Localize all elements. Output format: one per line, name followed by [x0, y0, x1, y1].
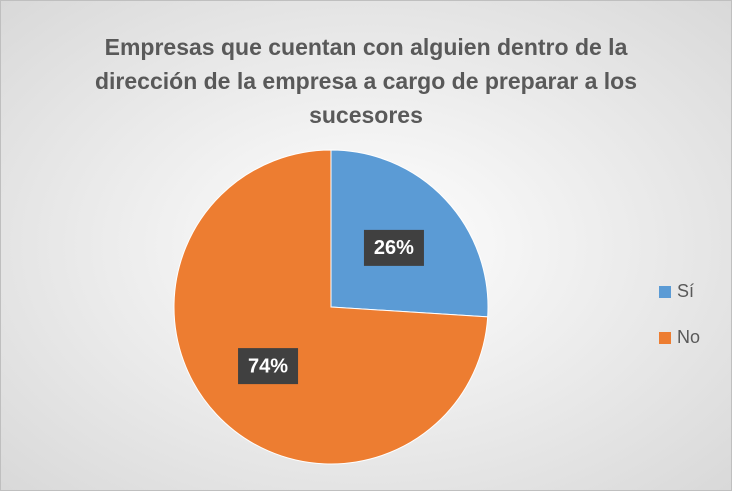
pie-slice	[173, 149, 489, 465]
chart-title: Empresas que cuentan con alguien dentro …	[94, 34, 638, 128]
data-label: 26%	[374, 237, 414, 259]
data-label-box	[363, 229, 424, 266]
data-label: 74%	[248, 355, 288, 377]
legend-label: No	[677, 327, 700, 347]
data-label-box	[238, 348, 299, 385]
legend-swatch	[659, 286, 671, 298]
legend-label: Sí	[677, 281, 694, 301]
legend-swatch	[659, 332, 671, 344]
